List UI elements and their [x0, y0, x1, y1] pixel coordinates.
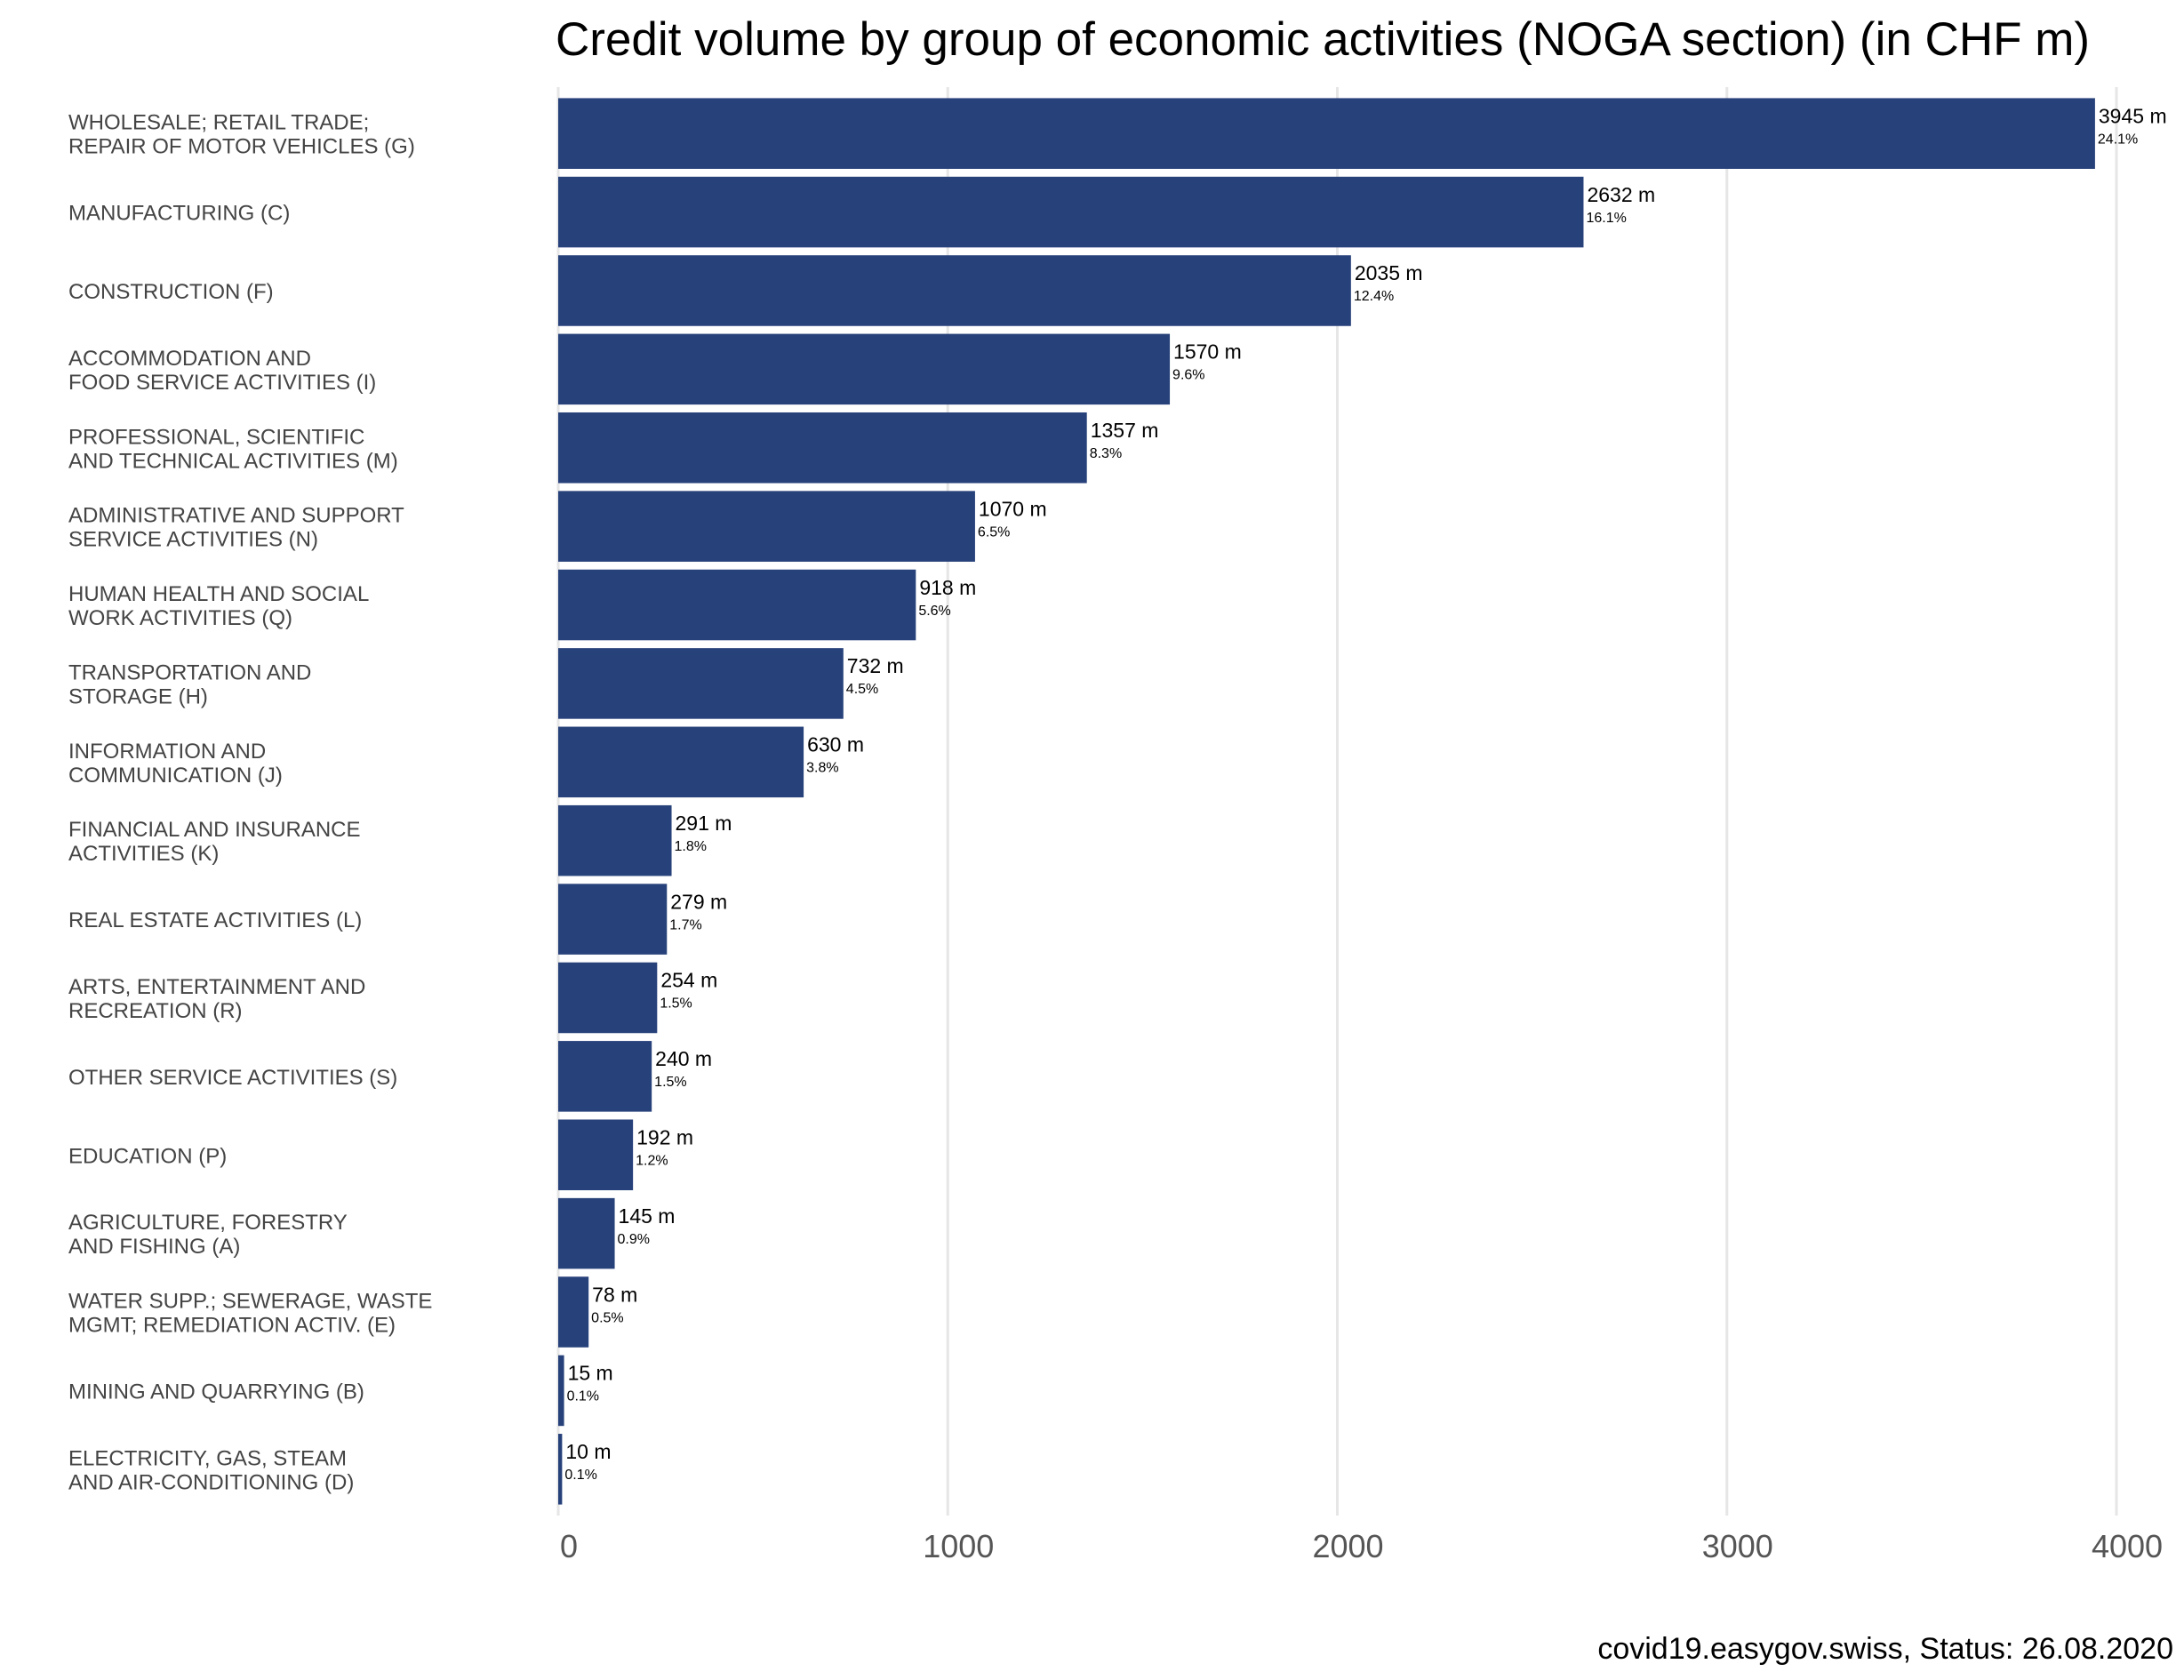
value-label: 10 m — [565, 1440, 611, 1463]
percent-label: 1.7% — [669, 917, 701, 932]
percent-label: 6.5% — [978, 524, 1010, 540]
percent-label: 0.9% — [618, 1232, 650, 1247]
percent-label: 0.1% — [567, 1389, 599, 1404]
percent-label: 16.1% — [1586, 211, 1626, 226]
value-label: 1570 m — [1173, 340, 1242, 364]
category-label: WORK ACTIVITIES (Q) — [68, 606, 292, 630]
category-label: WATER SUPP.; SEWERAGE, WASTE — [68, 1290, 432, 1314]
percent-label: 24.1% — [2098, 132, 2138, 147]
percent-label: 8.3% — [1090, 446, 1122, 461]
category-label: WHOLESALE; RETAIL TRADE; — [68, 111, 369, 135]
value-label: 78 m — [592, 1283, 637, 1306]
category-label: FINANCIAL AND INSURANCE — [68, 818, 361, 842]
x-axis: 0 1000 2000 3000 4000 — [560, 1528, 2163, 1564]
bar — [558, 255, 1351, 326]
category-label: ACTIVITIES (K) — [68, 842, 219, 866]
bar — [558, 1041, 652, 1112]
category-label: OTHER SERVICE ACTIVITIES (S) — [68, 1066, 397, 1090]
category-label: PROFESSIONAL, SCIENTIFIC — [68, 425, 364, 449]
bar — [558, 1197, 615, 1269]
category-label: MINING AND QUARRYING (B) — [68, 1380, 364, 1404]
value-label: 254 m — [660, 969, 717, 992]
percent-label: 1.2% — [636, 1153, 668, 1168]
category-label: TRANSPORTATION AND — [68, 660, 311, 684]
percent-label: 9.6% — [1172, 368, 1204, 383]
category-label: STORAGE (H) — [68, 684, 208, 708]
x-tick-label: 3000 — [1702, 1528, 1773, 1564]
value-label: 291 m — [676, 812, 732, 835]
value-label: 240 m — [655, 1047, 712, 1070]
bar — [558, 648, 844, 719]
value-label: 1357 m — [1091, 419, 1159, 442]
bar — [558, 962, 658, 1034]
category-label: AND TECHNICAL ACTIVITIES (M) — [68, 449, 398, 473]
percent-label: 0.5% — [591, 1310, 623, 1325]
category-label: REPAIR OF MOTOR VEHICLES (G) — [68, 135, 415, 159]
value-label: 192 m — [636, 1125, 693, 1148]
bar — [558, 569, 916, 641]
category-labels: WHOLESALE; RETAIL TRADE;REPAIR OF MOTOR … — [68, 111, 432, 1495]
value-label: 145 m — [619, 1204, 676, 1228]
percent-label: 1.5% — [654, 1075, 686, 1090]
bar — [558, 804, 672, 876]
category-label: AND AIR-CONDITIONING (D) — [68, 1470, 354, 1494]
chart-title: Credit volume by group of economic activ… — [556, 13, 2090, 66]
category-label: MGMT; REMEDIATION ACTIV. (E) — [68, 1314, 396, 1338]
category-label: INFORMATION AND — [68, 740, 266, 764]
category-label: ELECTRICITY, GAS, STEAM — [68, 1446, 347, 1470]
category-label: ADMINISTRATIVE AND SUPPORT — [68, 504, 404, 528]
bar — [558, 1355, 564, 1427]
bar — [558, 726, 804, 798]
value-label: 279 m — [670, 890, 727, 913]
x-tick-label: 4000 — [2092, 1528, 2163, 1564]
bars — [558, 98, 2095, 1505]
bar — [558, 491, 975, 562]
bar — [558, 333, 1171, 405]
percent-label: 0.1% — [564, 1468, 596, 1483]
category-label: REAL ESTATE ACTIVITIES (L) — [68, 908, 362, 932]
bar — [558, 1119, 634, 1191]
x-tick-label: 2000 — [1312, 1528, 1383, 1564]
category-label: ACCOMMODATION AND — [68, 347, 311, 371]
category-label: MANUFACTURING (C) — [68, 202, 290, 226]
bar — [558, 412, 1087, 484]
value-label: 3945 m — [2099, 104, 2167, 127]
percent-label: 12.4% — [1354, 289, 1394, 304]
value-label: 2035 m — [1355, 261, 1423, 284]
category-label: HUMAN HEALTH AND SOCIAL — [68, 582, 369, 606]
percent-label: 5.6% — [918, 604, 950, 619]
percent-label: 3.8% — [806, 761, 838, 776]
value-label: 1070 m — [979, 497, 1047, 520]
value-label: 15 m — [568, 1362, 613, 1385]
x-tick-label: 1000 — [923, 1528, 994, 1564]
bar — [558, 176, 1584, 248]
value-labels: 3945 m 24.1% 2632 m 16.1% 2035 m 12.4% 1570 m 9… — [564, 104, 2166, 1483]
bar — [558, 98, 2095, 169]
percent-label: 4.5% — [846, 682, 878, 697]
bar — [558, 884, 668, 955]
percent-label: 1.5% — [660, 996, 692, 1012]
x-tick-label: 0 — [560, 1528, 578, 1564]
category-label: EDUCATION (P) — [68, 1144, 227, 1168]
category-label: SERVICE ACTIVITIES (N) — [68, 528, 318, 552]
category-label: CONSTRUCTION (F) — [68, 280, 274, 304]
category-label: AND FISHING (A) — [68, 1235, 240, 1259]
category-label: ARTS, ENTERTAINMENT AND — [68, 975, 365, 999]
value-label: 2632 m — [1587, 183, 1655, 206]
category-label: COMMUNICATION (J) — [68, 764, 283, 788]
category-label: FOOD SERVICE ACTIVITIES (I) — [68, 371, 376, 395]
source-caption: covid19.easygov.swiss, Status: 26.08.202… — [1597, 1632, 2173, 1666]
value-label: 630 m — [807, 733, 864, 756]
value-label: 732 m — [847, 654, 904, 677]
category-label: AGRICULTURE, FORESTRY — [68, 1211, 348, 1235]
percent-label: 1.8% — [675, 839, 707, 854]
bar — [558, 1276, 589, 1348]
value-label: 918 m — [919, 576, 976, 599]
bar — [558, 1434, 563, 1505]
category-label: RECREATION (R) — [68, 999, 243, 1023]
